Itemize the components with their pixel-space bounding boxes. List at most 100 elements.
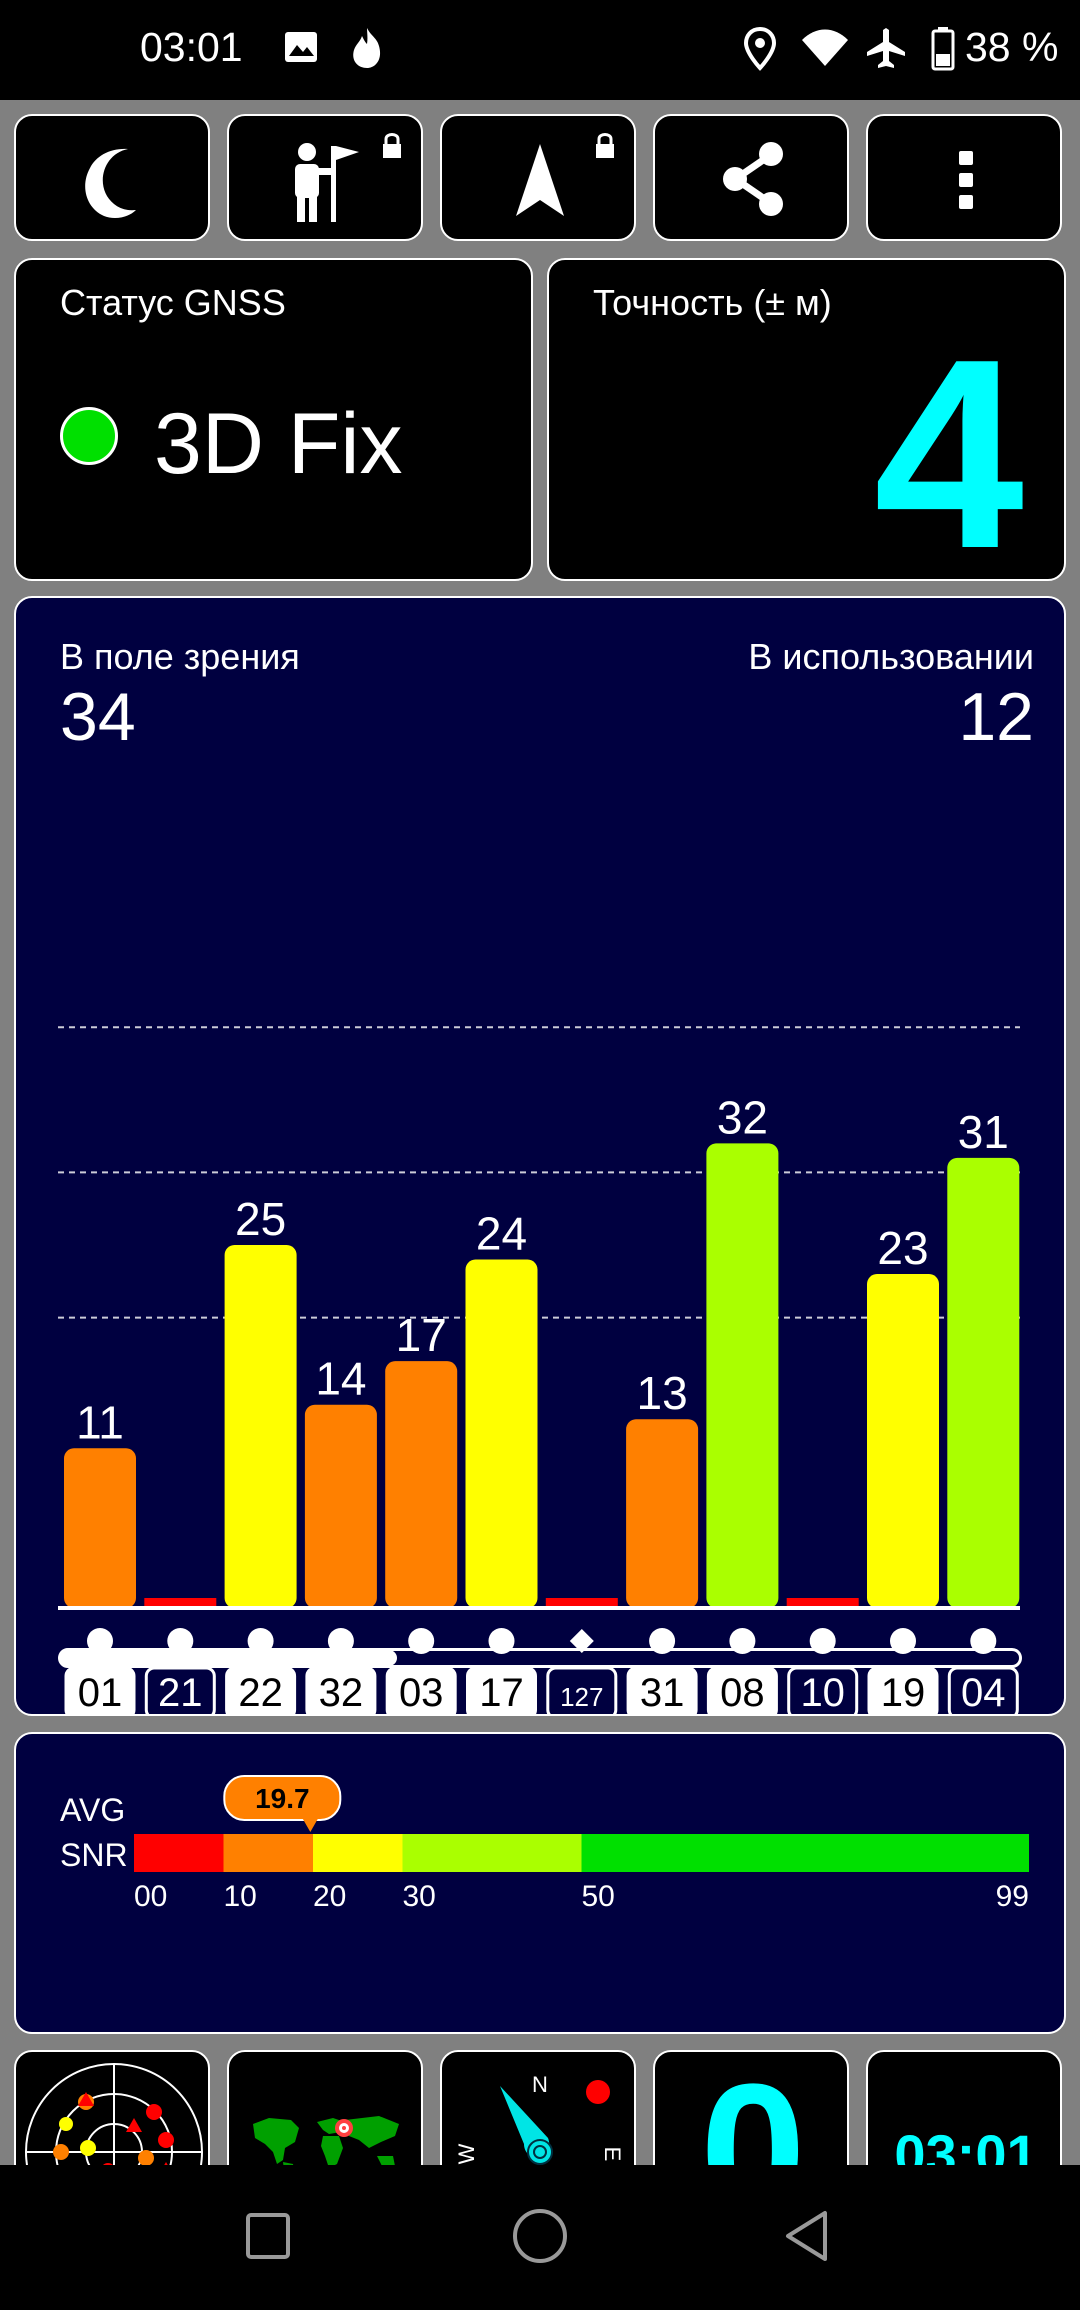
satellite-id-label: 17 [479,1671,524,1714]
satellite-id-label: 21 [158,1671,203,1714]
satellite-id-box [64,1666,136,1714]
satellite-id-label: 31 [640,1671,685,1714]
satellite-id-label: 127 [560,1682,603,1712]
recents-button[interactable] [246,2213,290,2259]
gnss-status-panel: Статус GNSS 3D Fix [14,258,533,581]
constellation-marker [569,1629,594,1653]
snr-tick-label: 20 [313,1880,346,1913]
signal-bar [144,1598,217,1606]
constellation-marker [970,1628,997,1654]
satellite-id-label: 08 [720,1671,765,1714]
constellation-marker [809,1628,836,1654]
constellation-marker [87,1628,113,1654]
snr-avg-value: 19.7 [255,1783,310,1814]
fix-indicator-dot [60,407,118,465]
home-button[interactable] [513,2209,567,2263]
back-button[interactable] [786,2211,827,2261]
signal-bar [947,1157,1020,1608]
more-options-button[interactable] [866,114,1062,241]
night-mode-button[interactable] [14,114,210,241]
chart-scrollbar[interactable] [58,1648,1022,1668]
satellites-panel: В поле зрения 34 В использовании 12 11 01… [14,596,1066,1716]
in-use-label: В использовании [748,636,1034,677]
in-view-label: В поле зрения [60,636,300,677]
snr-segment [223,1834,313,1872]
satellite-id-box [385,1666,457,1714]
compass-e: E [600,2147,625,2162]
signal-bar [867,1274,939,1608]
signal-bar [224,1245,297,1608]
main-content: Статус GNSS 3D Fix Точность (± м) 4 В по… [0,100,1080,2250]
status-bar: 03:01 38 % [0,0,1080,100]
snr-segment [134,1834,224,1872]
satellite-id-box [144,1666,216,1714]
location-icon [743,26,777,71]
snr-segment [402,1834,582,1872]
snr-tick-label: 30 [403,1880,436,1913]
signal-bar [304,1404,377,1608]
gnss-status-label: Статус GNSS [60,282,286,323]
airplane-icon [867,28,905,68]
satellite-id-box [706,1666,778,1714]
in-view-count: 34 [60,679,136,755]
fire-icon [353,28,381,68]
satellite-id-box [225,1666,297,1714]
navigation-bar [0,2165,1080,2310]
status-time: 03:01 [140,24,243,70]
satellite-id-label: 19 [881,1671,926,1714]
snr-tick-label: 50 [582,1880,615,1913]
compass-w: W [454,2143,479,2164]
bar-value-label: 24 [476,1208,527,1260]
snr-tick-label: 00 [134,1880,167,1913]
battery-icon [931,27,955,71]
snr-avg-label: AVG [60,1792,126,1828]
constellation-marker [729,1628,756,1654]
image-icon [285,32,317,62]
constellation-marker [167,1628,194,1654]
share-button[interactable] [653,114,849,241]
person-flag-icon [295,143,359,222]
navigate-button[interactable] [440,114,636,241]
signal-bar [64,1448,136,1608]
more-vert-icon [959,151,973,209]
satellite-id-box [546,1666,618,1714]
satellite-id-label: 04 [961,1671,1006,1714]
world-map-icon [249,2114,405,2198]
signal-bar [545,1598,618,1606]
satellite-id-label: 32 [319,1671,364,1714]
navigation-arrow-icon [516,144,564,216]
chart-scrollbar-thumb[interactable] [60,1650,398,1666]
constellation-marker [649,1628,676,1654]
battery-percent: 38 % [965,24,1059,70]
satellite-id-box [305,1666,377,1714]
satellite-id-label: 01 [78,1671,123,1714]
constellation-marker [327,1628,354,1654]
snr-avg-pointer [302,1818,319,1832]
world-map-tile[interactable] [227,2050,423,2250]
accuracy-value: 4 [873,304,1024,605]
constellation-marker [488,1628,515,1654]
fix-status-value: 3D Fix [154,396,403,492]
poi-button[interactable] [227,114,423,241]
bar-value-label: 32 [717,1091,768,1143]
constellation-marker [247,1628,274,1654]
snr-tick-label: 10 [224,1880,257,1913]
snr-segment [313,1834,403,1872]
snr-segment [581,1834,1029,1872]
signal-bar [626,1419,699,1608]
snr-avg-badge [223,1775,342,1821]
wifi-icon [802,29,848,66]
lock-icon [383,133,401,158]
satellite-id-label: 22 [238,1671,283,1714]
bar-value-label: 11 [76,1396,124,1448]
snr-label: SNR [60,1837,128,1873]
lock-icon [596,133,614,158]
snr-tick-label: 99 [996,1880,1029,1913]
accuracy-panel: Точность (± м) 4 [547,258,1066,590]
satellite-id-box [867,1666,939,1714]
accuracy-label: Точность (± м) [593,282,832,323]
moon-icon [85,148,136,218]
satellite-id-label: 10 [800,1671,845,1714]
snr-scale: 00 10 20 30 50 99 19.7 [134,1775,1029,1913]
compass-n: N [532,2072,548,2097]
